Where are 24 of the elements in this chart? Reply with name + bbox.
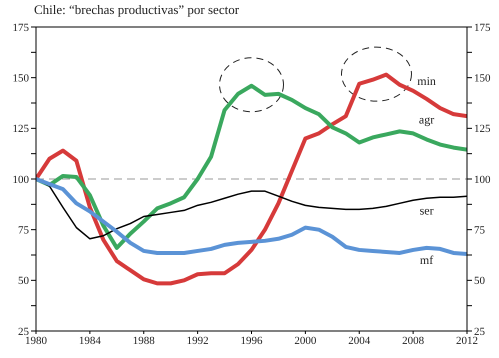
- y2-tick-label: 125: [474, 123, 491, 136]
- y-tick-label: 125: [12, 123, 30, 136]
- y2-tick-label: 175: [474, 22, 491, 34]
- x-tick-label: 1988: [132, 334, 156, 347]
- x-tick-label: 1996: [240, 334, 263, 347]
- y-tick-label: 100: [12, 174, 30, 186]
- y-tick-label: 175: [12, 22, 30, 34]
- chart-title: Chile: “brechas productivas” por sector: [34, 2, 240, 18]
- x-tick-label: 2004: [348, 334, 371, 347]
- x-tick-label: 1984: [78, 334, 102, 347]
- y2-tick-label: 50: [474, 275, 486, 288]
- series-label: mf: [420, 252, 434, 267]
- y-tick-label: 75: [18, 224, 30, 237]
- y-tick-label: 50: [18, 275, 30, 288]
- series-label: agr: [418, 112, 434, 126]
- y2-tick-label: 75: [474, 224, 486, 237]
- x-tick-label: 1992: [186, 334, 209, 347]
- series-label: ser: [420, 203, 434, 218]
- series-label: min: [417, 74, 436, 88]
- y-tick-label: 150: [12, 72, 30, 85]
- x-tick-label: 2008: [402, 334, 425, 347]
- y2-tick-label: 100: [474, 174, 491, 186]
- x-tick-label: 2000: [294, 334, 317, 347]
- y2-tick-label: 150: [474, 72, 491, 85]
